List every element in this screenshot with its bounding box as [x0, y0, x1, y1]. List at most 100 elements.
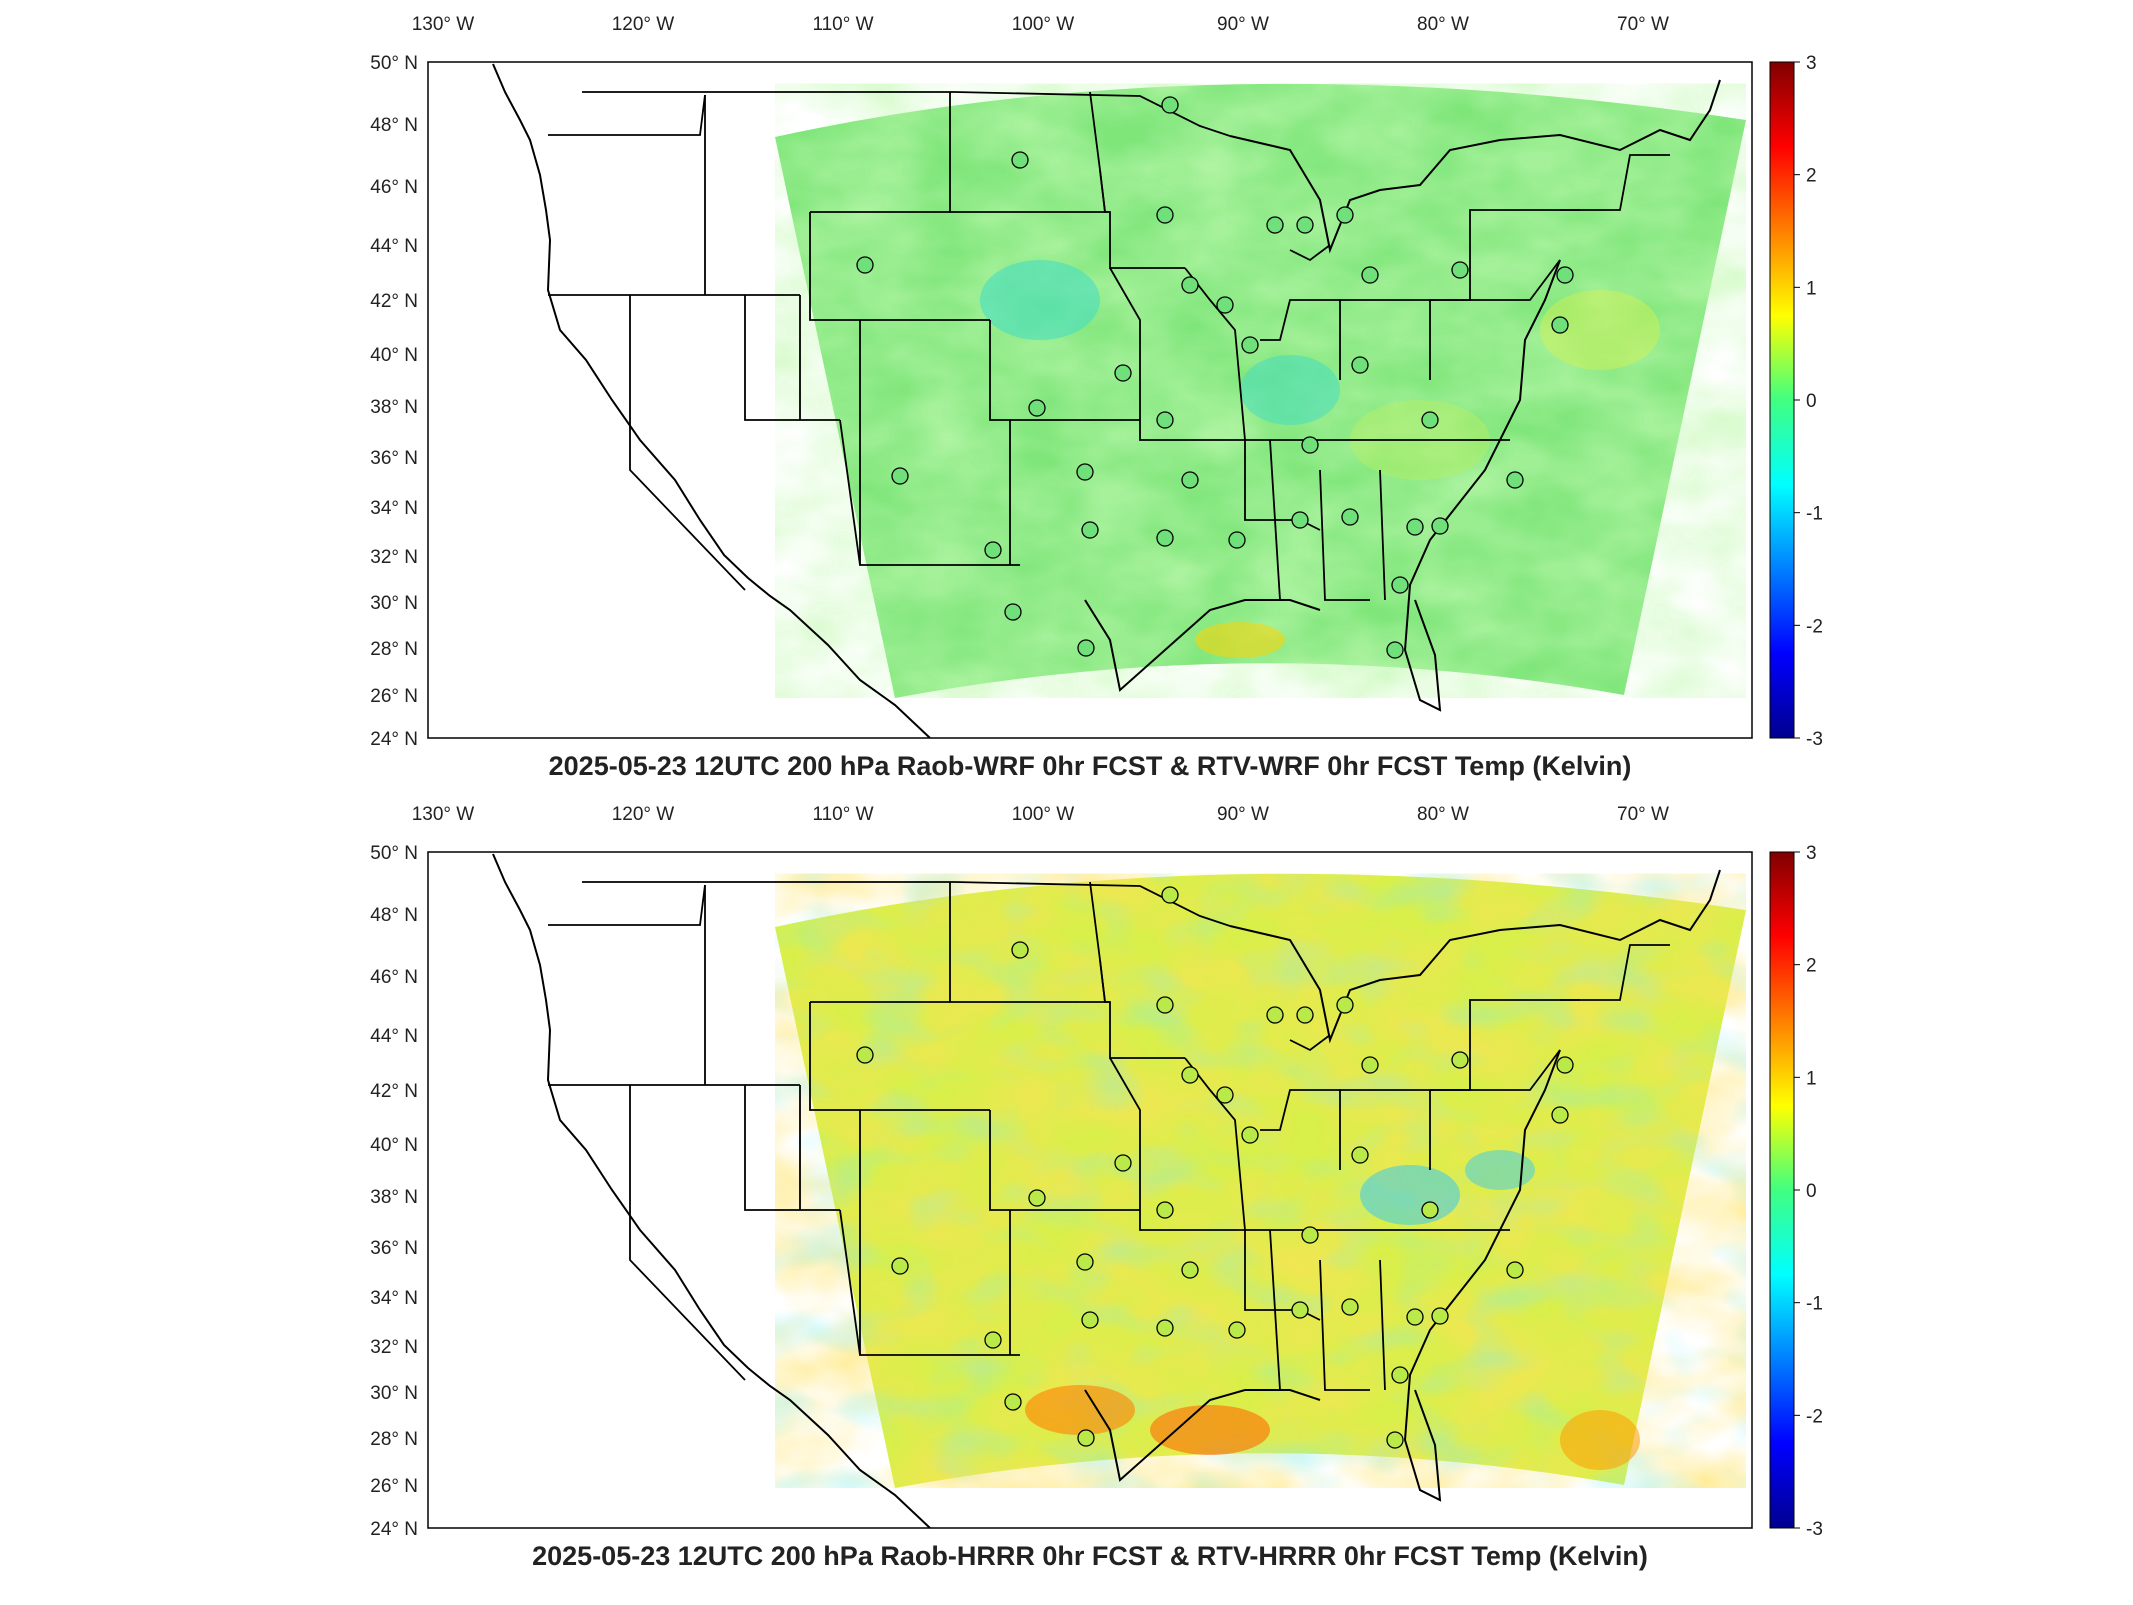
lat-label: 38° N — [370, 1187, 418, 1208]
state-border — [1139, 420, 1245, 441]
raob-station — [1228, 1321, 1246, 1339]
state-border — [1319, 469, 1370, 601]
lat-label: 34° N — [370, 498, 418, 519]
state-border — [1379, 469, 1386, 601]
raob-station — [1156, 529, 1174, 547]
lat-label: 36° N — [370, 448, 418, 469]
state-border — [1289, 244, 1331, 262]
raob-station — [1181, 1261, 1199, 1279]
raob-station — [1076, 463, 1094, 481]
lat-label: 26° N — [370, 686, 418, 707]
state-border — [809, 1002, 990, 1111]
lat-label: 42° N — [370, 291, 418, 312]
raob-station — [1241, 1126, 1259, 1144]
colorbar-tick-label: 0 — [1806, 1181, 1817, 1202]
colorbar-tick-label: -3 — [1806, 729, 1823, 750]
lat-label: 24° N — [370, 1519, 418, 1540]
colorbar-tick-label: 2 — [1806, 956, 1817, 977]
raob-station — [1291, 1301, 1309, 1319]
raob-station — [891, 1257, 909, 1275]
lon-label: 120° W — [612, 804, 675, 825]
raob-station — [984, 541, 1002, 559]
raob-station — [856, 256, 874, 274]
raob-station — [1266, 216, 1284, 234]
coastline — [492, 853, 931, 1529]
lon-label: 130° W — [412, 14, 475, 35]
raob-station — [1421, 411, 1439, 429]
state-border — [1244, 440, 1321, 531]
lat-label: 24° N — [370, 729, 418, 750]
colorbar — [1769, 61, 1795, 739]
state-border — [1260, 299, 1341, 380]
raob-station — [1386, 641, 1404, 659]
raob-station — [1301, 436, 1319, 454]
lat-label: 48° N — [370, 905, 418, 926]
raob-station — [1296, 216, 1314, 234]
map-overlay-bottom: 130° W 120° W 110° W 100° W 90° W 80° W 70° W 5… — [370, 804, 1823, 1571]
state-border — [582, 881, 1231, 927]
lon-label: 80° W — [1417, 14, 1469, 35]
state-border — [839, 1209, 861, 1356]
lon-label: 90° W — [1217, 14, 1269, 35]
state-border — [744, 1085, 840, 1211]
state-border — [989, 1110, 1140, 1211]
colorbar-tick-label: -1 — [1806, 504, 1823, 525]
state-border — [548, 94, 706, 136]
raob-station — [1421, 1201, 1439, 1219]
state-border — [1269, 439, 1281, 601]
lon-label: 110° W — [812, 804, 873, 825]
lat-label: 44° N — [370, 1026, 418, 1047]
raob-station — [1431, 517, 1449, 535]
raob-station — [1341, 508, 1359, 526]
lon-label: 100° W — [1012, 804, 1075, 825]
lon-label: 70° W — [1617, 804, 1669, 825]
raob-station — [1266, 1006, 1284, 1024]
raob-station — [1506, 1261, 1524, 1279]
state-border — [1319, 1259, 1370, 1391]
colorbar-tick-label: 0 — [1806, 391, 1817, 412]
state-border — [1099, 169, 1185, 269]
state-border — [1560, 154, 1670, 211]
lat-label: 40° N — [370, 1135, 418, 1156]
map-panel-bottom — [427, 851, 1753, 1529]
colorbar-tick-label: 3 — [1806, 843, 1817, 864]
state-border — [1269, 1229, 1281, 1391]
state-border — [989, 320, 1140, 421]
colorbar-tick-label: -2 — [1806, 616, 1823, 637]
raob-station — [891, 467, 909, 485]
raob-station — [1004, 1393, 1022, 1411]
lat-label: 28° N — [370, 1429, 418, 1450]
colorbar-tick-label: -1 — [1806, 1294, 1823, 1315]
raob-station — [1351, 1146, 1369, 1164]
raob-station — [1336, 996, 1354, 1014]
temperature-field — [775, 83, 1746, 699]
coastline — [1403, 1049, 1561, 1502]
colorbar-tick-label: 2 — [1806, 166, 1817, 187]
raob-station — [984, 1331, 1002, 1349]
lat-label: 44° N — [370, 236, 418, 257]
panel-title: 2025-05-23 12UTC 200 hPa Raob-HRRR 0hr F… — [532, 1541, 1648, 1571]
lat-label: 40° N — [370, 345, 418, 366]
raob-station — [1156, 206, 1174, 224]
raob-station — [1156, 996, 1174, 1014]
state-border — [744, 295, 840, 421]
raob-station — [1351, 356, 1369, 374]
coastline — [1229, 869, 1721, 1044]
raob-station — [1361, 266, 1379, 284]
raob-station — [1076, 1253, 1094, 1271]
lat-label: 32° N — [370, 1337, 418, 1358]
lat-label: 48° N — [370, 115, 418, 136]
raob-station — [1241, 336, 1259, 354]
raob-station — [1011, 151, 1029, 169]
raob-station — [1291, 511, 1309, 529]
colorbar-tick-label: -2 — [1806, 1406, 1823, 1427]
lon-label: 90° W — [1217, 804, 1269, 825]
lat-label: 30° N — [370, 1383, 418, 1404]
state-border — [548, 884, 706, 926]
lat-label: 30° N — [370, 593, 418, 614]
coastline — [1084, 1389, 1321, 1482]
raob-station — [1336, 206, 1354, 224]
raob-station — [1301, 1226, 1319, 1244]
coastline — [1403, 259, 1561, 712]
state-border — [1260, 1089, 1341, 1170]
